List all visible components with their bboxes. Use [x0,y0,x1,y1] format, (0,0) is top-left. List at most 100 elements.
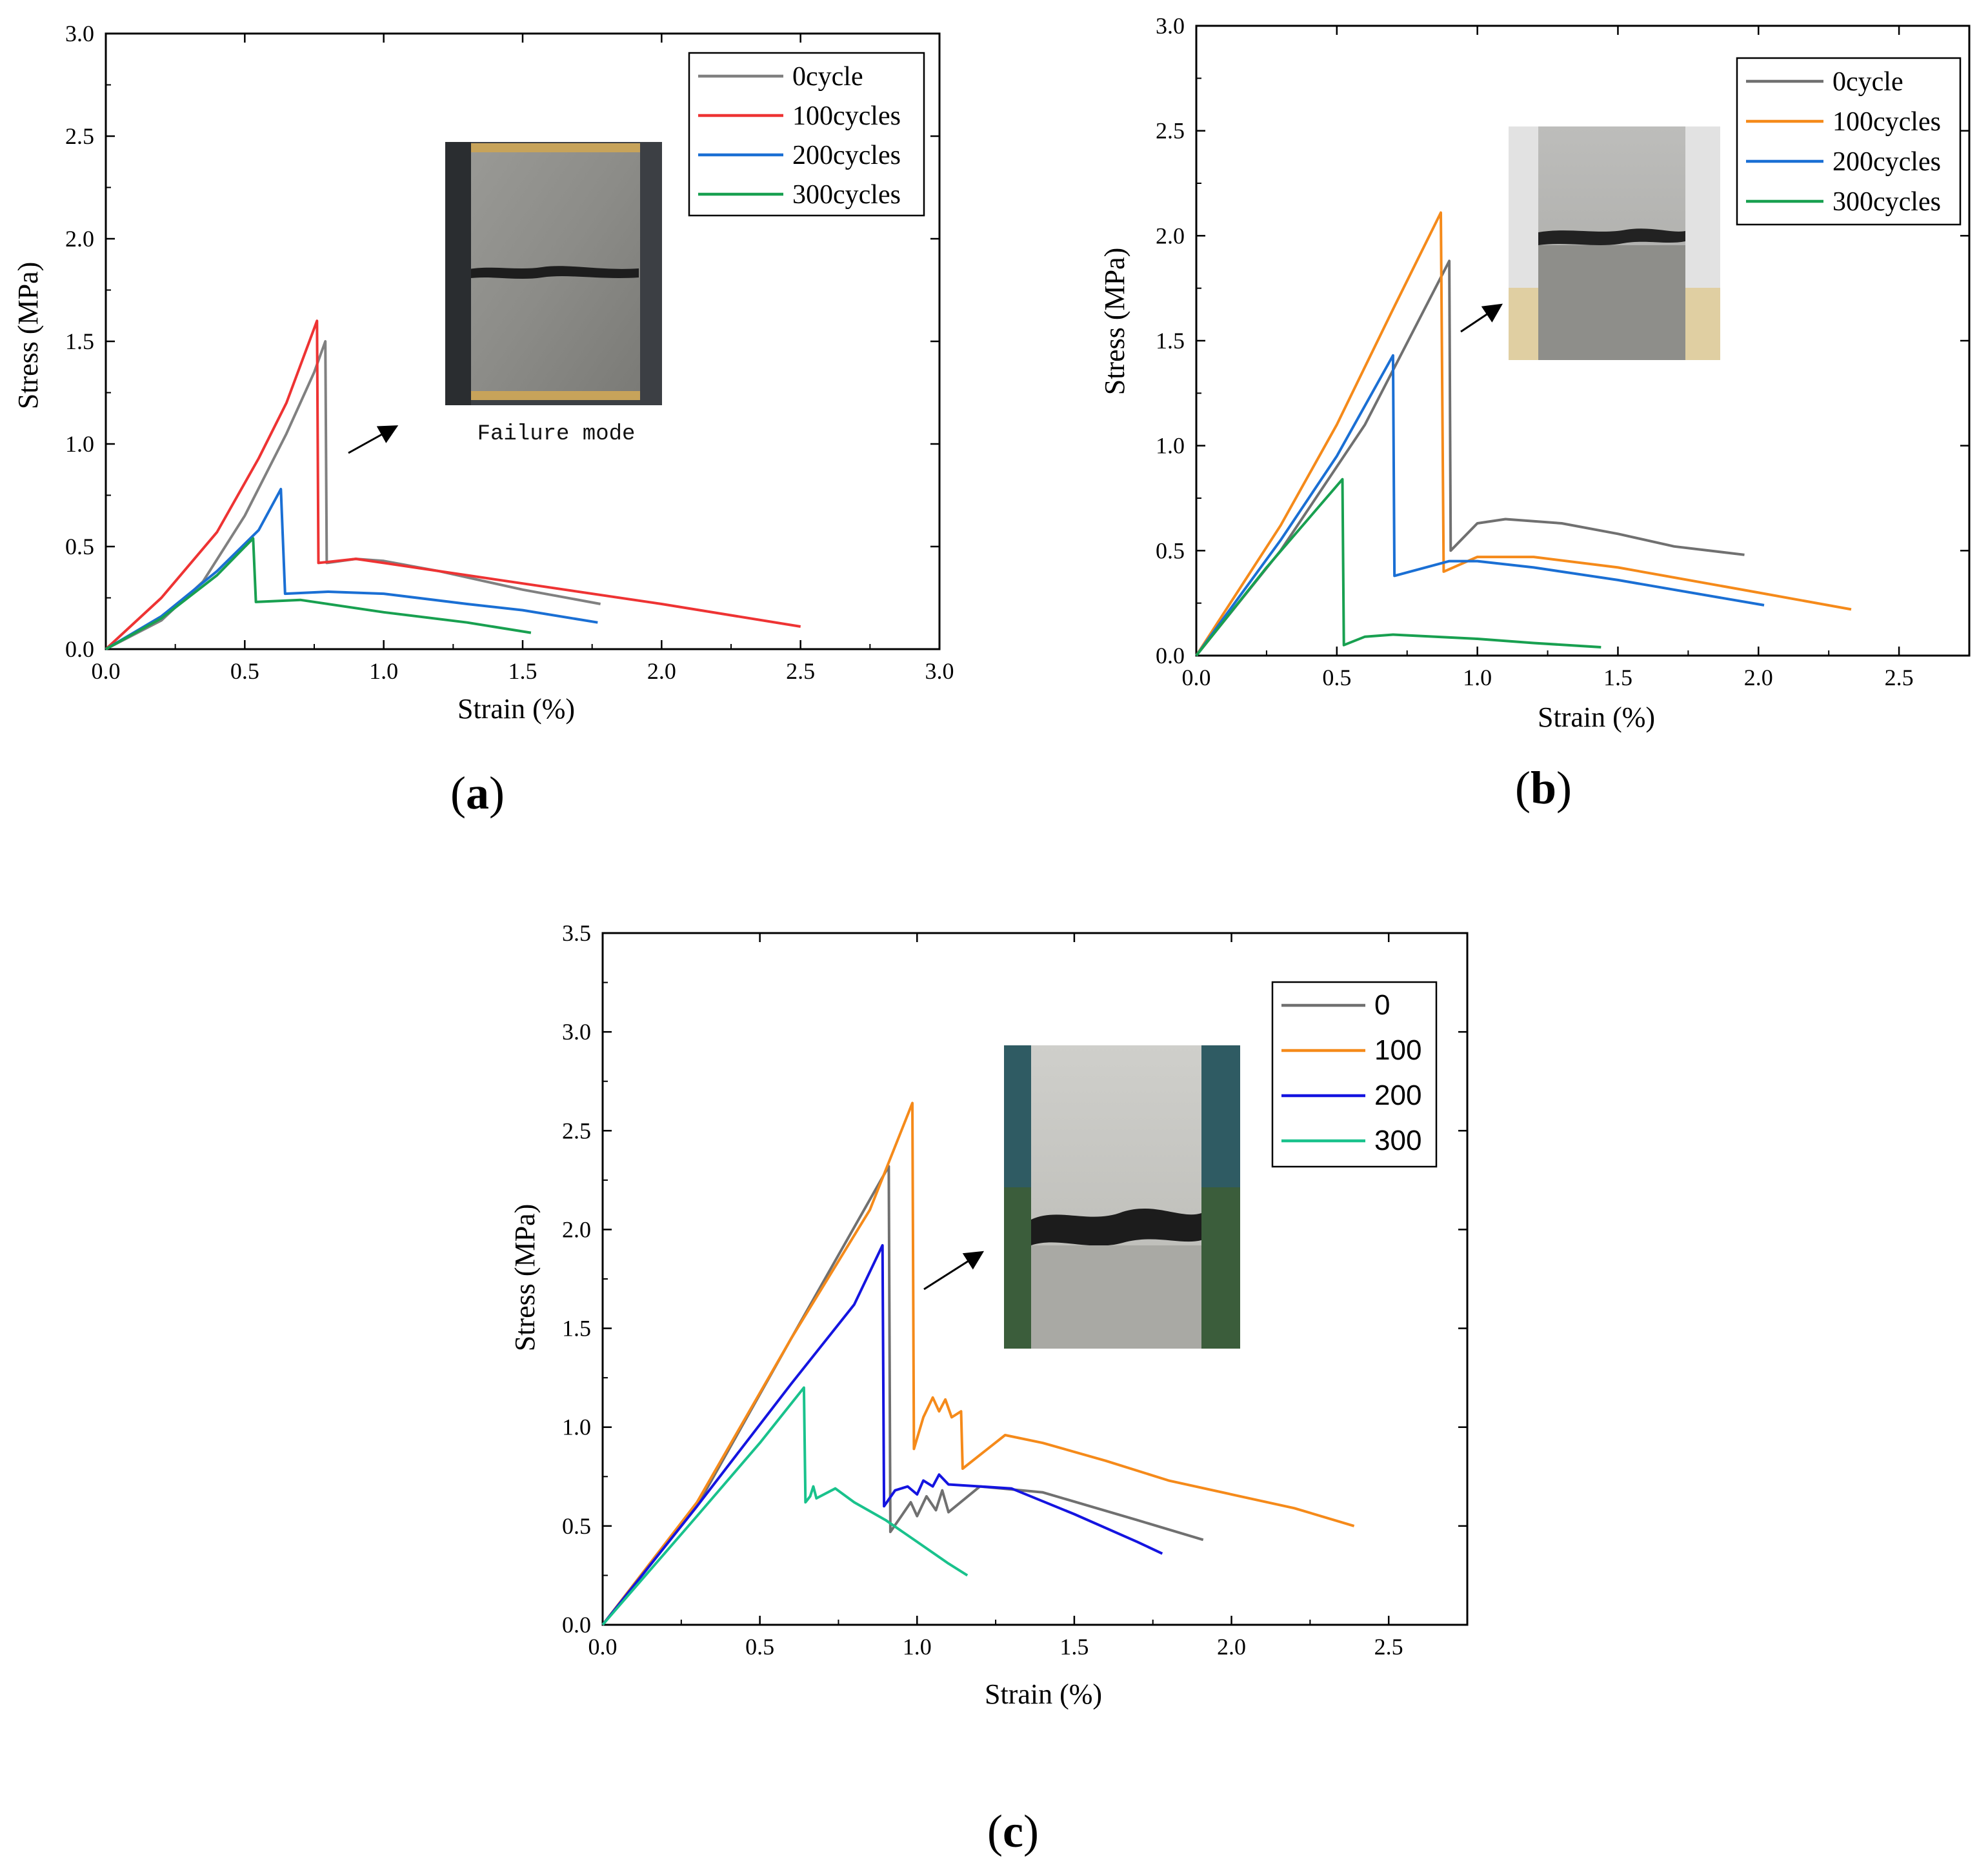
inset-photo-b [1509,126,1720,360]
y-tick-label-b: 2.0 [1156,223,1185,248]
series-line-b-0 [1195,259,1745,657]
series-line-a-1 [105,319,801,650]
panel-letter-b: b [1531,762,1556,814]
tick-labels-b: 0.0 0.5 1.0 1.5 2.0 2.5 0.0 0.5 1.0 1.5 2.0 2.5 3.0 [1156,13,1914,690]
legend-label-b-3: 300cycles [1832,187,1941,217]
legend-a: 0cycle 100cycles 200cycles 300cycles [688,52,925,217]
x-tick-label-a: 1.5 [508,658,537,684]
legend-label-a-0: 0cycle [792,62,863,92]
series-line-b-2 [1195,354,1765,657]
y-tick-label-a: 3.0 [65,21,94,46]
x-tick-label-c: 1.5 [1059,1634,1089,1660]
x-tick-label-a: 0.5 [230,658,259,684]
y-tick-label-b: 1.5 [1156,328,1185,354]
chart-panel-c: 0.0 0.5 1.0 1.5 2.0 2.5 0.0 0.5 1.0 1.5 2.0 2.5 3.0 3… [509,920,1469,1857]
chart-panel-a: 0.0 0.5 1.0 1.5 2.0 2.5 3.0 0.0 0.5 1.0 1.5 2.0 2.5 3… [12,21,954,819]
legend-box-c [1271,981,1438,1168]
series-line-a-3 [105,537,532,650]
series-group-c [601,1101,1355,1626]
legend-label-b-0: 0cycle [1832,67,1903,97]
y-tick-label-c: 1.5 [562,1316,591,1342]
inset-caption-a: Failure mode [477,422,636,447]
arrow-c [923,1251,985,1291]
legend-label-b-1: 100cycles [1832,107,1941,137]
legend-label-a-1: 100cycles [792,101,901,131]
x-tick-label-a: 2.5 [786,658,815,684]
x-axis-title-a: Strain (%) [457,693,575,725]
y-tick-label-a: 0.0 [65,636,94,662]
series-line-c-2 [601,1243,1163,1626]
legend-label-a-2: 200cycles [792,141,901,170]
x-tick-label-c: 1.0 [903,1634,932,1660]
y-tick-label-a: 0.5 [65,534,94,559]
x-tick-label-b: 1.5 [1603,665,1632,690]
series-line-c-3 [601,1386,969,1626]
legend-label-b-2: 200cycles [1832,147,1941,177]
y-tick-label-c: 1.0 [562,1414,591,1440]
y-axis-title-b: Stress (MPa) [1099,248,1130,396]
y-tick-label-c: 0.5 [562,1513,591,1539]
x-tick-label-b: 0.0 [1182,665,1211,690]
x-tick-label-b: 2.0 [1744,665,1773,690]
y-tick-label-c: 3.5 [562,920,591,946]
panel-label-a: (a) [450,767,505,819]
legend-label-c-1: 100 [1374,1034,1421,1066]
x-tick-label-c: 0.5 [745,1634,774,1660]
series-line-b-3 [1195,478,1601,657]
legend-label-c-0: 0 [1374,989,1390,1021]
x-tick-label-a: 2.0 [647,658,676,684]
arrow-b [1460,303,1503,333]
x-axis-title-c: Strain (%) [985,1678,1102,1710]
x-tick-label-b: 2.5 [1885,665,1914,690]
legend-c: 0 100 200 300 [1271,981,1438,1168]
x-axis-title-b: Strain (%) [1538,701,1655,733]
chart-panel-b: 0.0 0.5 1.0 1.5 2.0 2.50.00.51.01.52.02.53.0 … [1099,13,1971,814]
series-group-b [1195,211,1852,657]
axis-ticks-a [105,32,941,650]
legend-b: 0cycle 100cycles 200cycles 300cycles [1736,57,1962,226]
x-tick-label-c: 2.5 [1374,1634,1403,1660]
y-tick-label-b: 1.0 [1156,433,1185,459]
legend-label-a-3: 300cycles [792,180,901,210]
y-tick-label-b: 0.0 [1156,643,1185,669]
panel-letter-a: a [466,767,489,819]
panel-letter-c: c [1003,1805,1023,1857]
y-tick-label-c: 2.0 [562,1216,591,1242]
y-tick-label-a: 2.0 [65,226,94,252]
series-line-c-1 [601,1101,1355,1626]
tick-labels-c: 0.0 0.5 1.0 1.5 2.0 2.5 0.0 0.5 1.0 1.5 2.0 2.5 3.0 3… [562,920,1403,1660]
series-line-a-2 [105,488,598,650]
x-tick-label-b: 0.5 [1322,665,1351,690]
y-tick-label-c: 0.0 [562,1612,591,1638]
x-tick-label-a: 3.0 [925,658,954,684]
y-tick-label-c: 3.0 [562,1019,591,1045]
panel-label-b: (b) [1515,762,1572,814]
x-tick-label-c: 0.0 [588,1634,617,1660]
y-tick-label-a: 1.0 [65,431,94,457]
y-tick-label-b: 3.0 [1156,13,1185,39]
tick-labels-a: 0.0 0.5 1.0 1.5 2.0 2.5 3.0 0.0 0.5 1.0 1.5 2.0 2.5 3… [65,21,954,684]
y-tick-label-a: 2.5 [65,123,94,149]
arrow-a [348,425,399,454]
inset-photo-c [1004,1045,1240,1349]
y-tick-label-b: 0.5 [1156,538,1185,563]
x-tick-label-a: 1.0 [369,658,398,684]
series-line-b-1 [1195,211,1852,657]
x-tick-label-b: 1.0 [1463,665,1492,690]
legend-box-b [1736,57,1962,226]
y-axis-title-a: Stress (MPa) [12,262,44,410]
x-tick-label-c: 2.0 [1217,1634,1246,1660]
series-group-a [105,319,801,650]
panel-label-c: (c) [987,1805,1039,1857]
axis-ticks-c [601,932,1468,1626]
legend-box-a [688,52,925,217]
y-tick-label-c: 2.5 [562,1118,591,1143]
y-tick-label-a: 1.5 [65,328,94,354]
y-tick-label-b: 2.5 [1156,118,1185,144]
legend-label-c-3: 300 [1374,1125,1421,1156]
y-axis-title-c: Stress (MPa) [509,1204,541,1352]
x-tick-label-a: 0.0 [92,658,121,684]
legend-label-c-2: 200 [1374,1080,1421,1111]
inset-photo-a [445,142,662,405]
